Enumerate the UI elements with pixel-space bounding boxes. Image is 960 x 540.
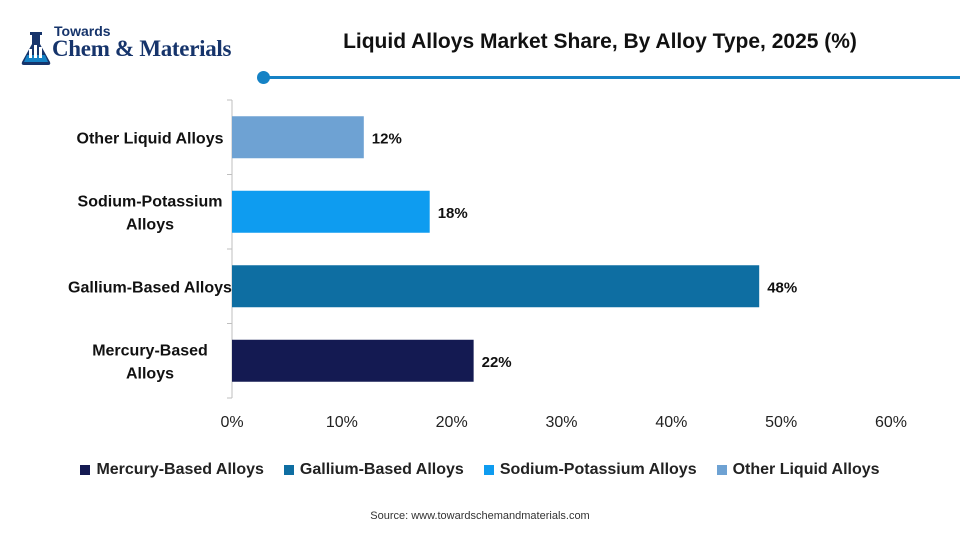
flask-chart-icon — [21, 32, 51, 65]
x-tick-label: 0% — [220, 414, 243, 431]
data-label: 12% — [372, 130, 402, 147]
data-label: 18% — [438, 205, 468, 222]
source-note: Source: www.towardschemandmaterials.com — [370, 510, 590, 522]
legend-item: Gallium-Based Alloys — [283, 461, 464, 479]
category-label: Gallium-Based Alloys — [68, 279, 232, 296]
legend-swatch — [80, 465, 91, 475]
legend-swatch — [716, 465, 727, 475]
legend-label: Gallium-Based Alloys — [299, 461, 464, 478]
bar — [232, 116, 364, 159]
category-label: Sodium-Potassium — [78, 193, 223, 210]
legend-label: Sodium-Potassium Alloys — [499, 461, 697, 478]
bar — [232, 339, 474, 382]
category-label: Mercury-Based — [92, 342, 208, 359]
legend-swatch — [283, 465, 294, 475]
bar — [232, 190, 430, 233]
legend-item: Sodium-Potassium Alloys — [483, 461, 697, 479]
chart-title: Liquid Alloys Market Share, By Alloy Typ… — [343, 30, 857, 53]
legend-label: Other Liquid Alloys — [732, 461, 880, 478]
brand-small-text: Towards — [54, 23, 111, 39]
category-label: Other Liquid Alloys — [77, 130, 224, 147]
title-underline — [264, 76, 960, 79]
brand-name: Chem & Materials — [52, 36, 232, 61]
legend-item: Other Liquid Alloys — [716, 461, 880, 479]
x-tick-label: 10% — [326, 414, 358, 431]
legend-item: Mercury-Based Alloys — [80, 461, 264, 479]
category-label: Alloys — [126, 365, 174, 382]
x-tick-label: 30% — [545, 414, 577, 431]
data-label: 22% — [482, 354, 512, 371]
x-tick-label: 20% — [436, 414, 468, 431]
legend-label: Mercury-Based Alloys — [96, 461, 264, 478]
chart-legend: Mercury-Based Alloys Gallium-Based Alloys… — [0, 461, 960, 479]
x-tick-label: 60% — [875, 414, 907, 431]
category-label: Alloys — [126, 216, 174, 233]
legend-swatch — [483, 465, 494, 475]
data-label: 48% — [767, 279, 797, 296]
title-underline-dot — [257, 71, 270, 84]
x-tick-label: 40% — [655, 414, 687, 431]
bar — [232, 265, 760, 308]
x-tick-label: 50% — [765, 414, 797, 431]
brand-logo: Towards Chem & Materials — [16, 22, 256, 68]
